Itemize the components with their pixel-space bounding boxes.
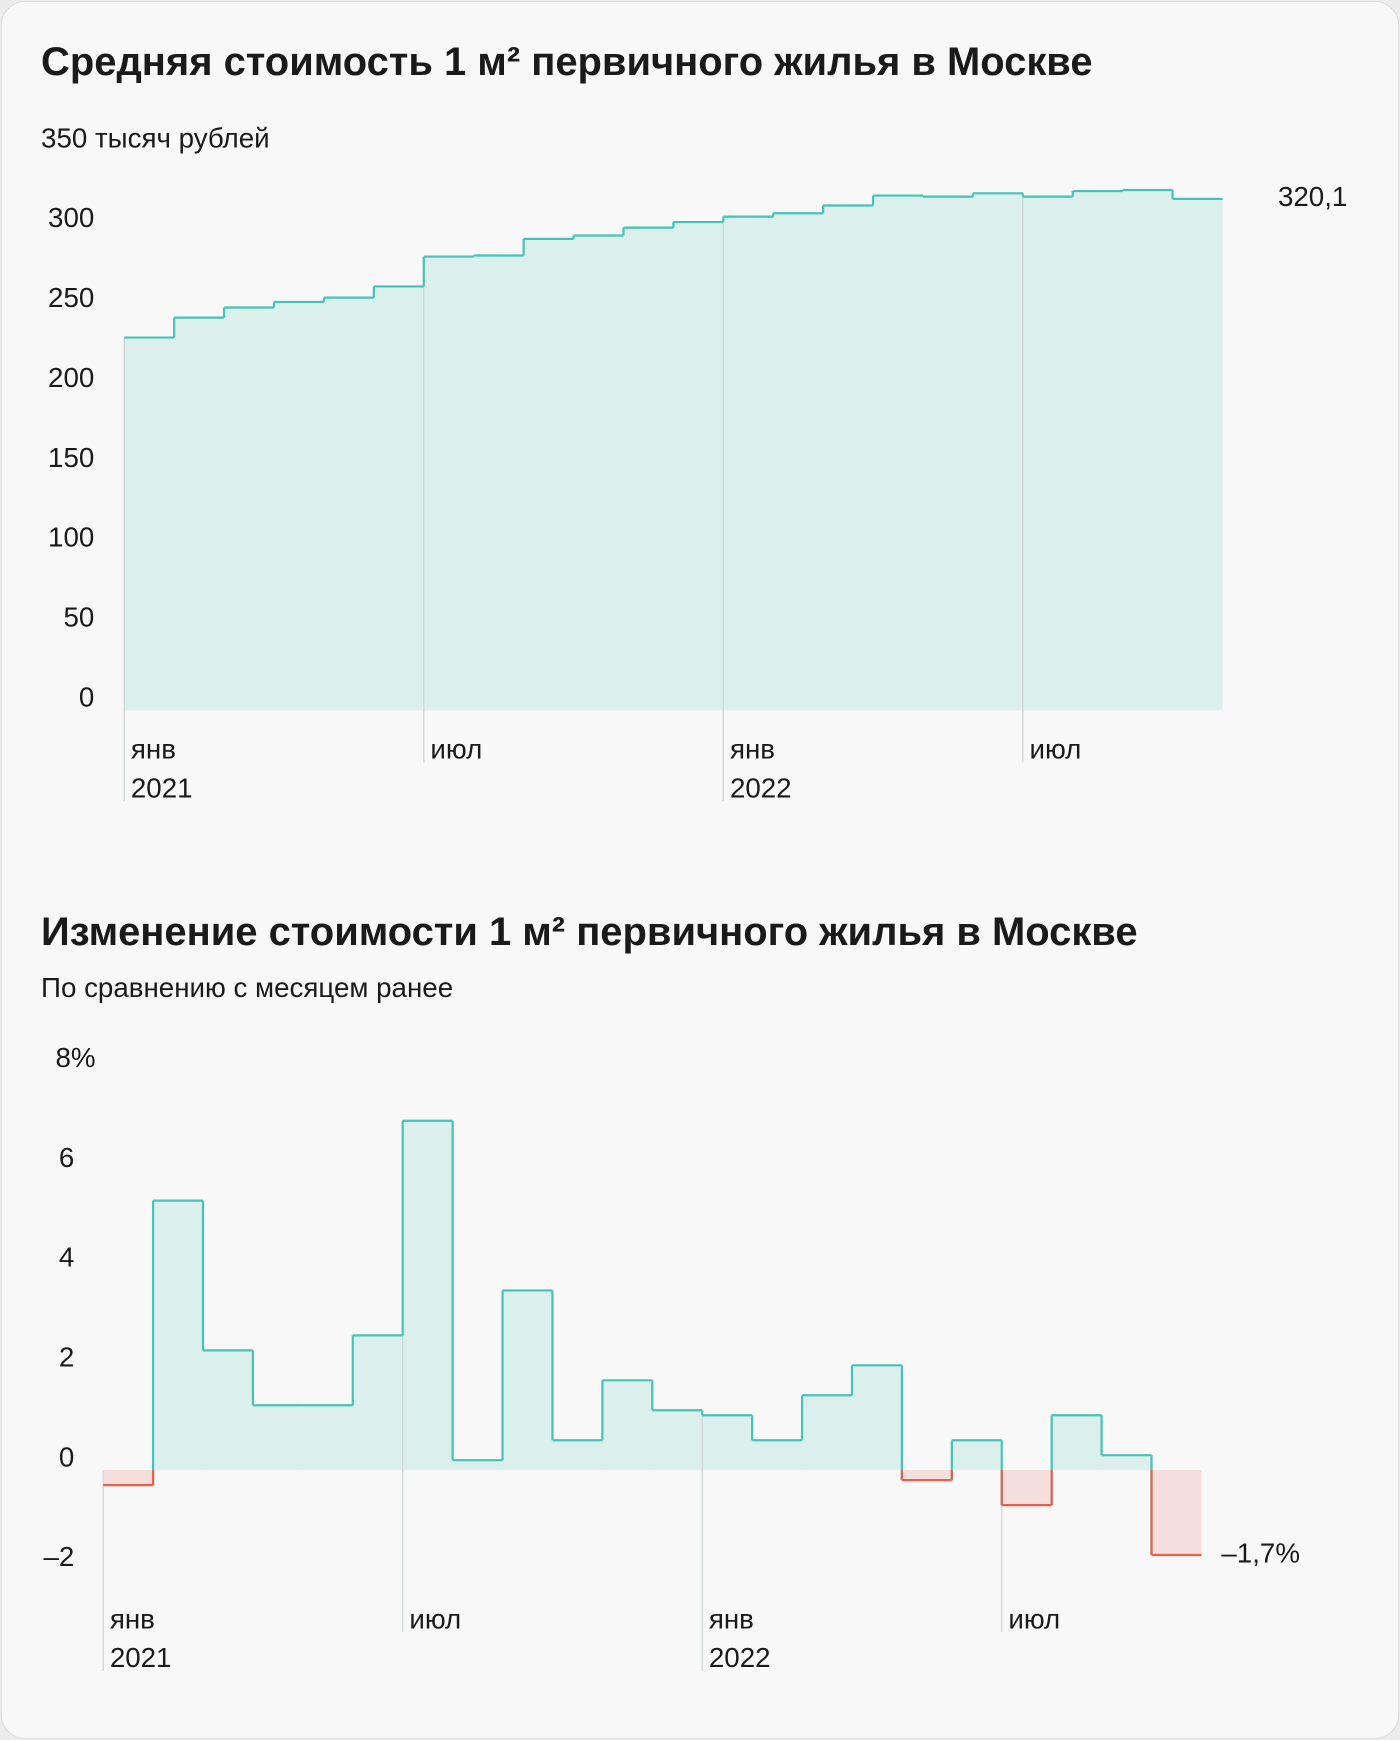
step-area xyxy=(1172,198,1223,711)
x-tick-label: 2021 xyxy=(110,1642,172,1673)
chart-title: Средняя стоимость 1 м² первичного жилья … xyxy=(41,40,1093,84)
step-area xyxy=(573,235,624,711)
step-area xyxy=(1001,1470,1052,1506)
step-area xyxy=(873,195,923,711)
step-area xyxy=(1101,1455,1152,1471)
step-area xyxy=(623,227,674,711)
step-area xyxy=(773,213,824,711)
x-tick-label: янв xyxy=(709,1603,754,1634)
step-area xyxy=(652,1410,703,1471)
x-tick-label: 2022 xyxy=(709,1642,771,1673)
step-area xyxy=(752,1440,803,1471)
step-area xyxy=(203,1350,253,1471)
x-tick-label: янв xyxy=(131,734,176,765)
step-area xyxy=(153,1200,204,1471)
y-tick-label: 200 xyxy=(48,362,94,393)
step-area xyxy=(802,1395,852,1471)
y-tick-label: 0 xyxy=(79,681,94,712)
step-area xyxy=(302,1405,353,1471)
step-area xyxy=(1122,189,1173,711)
step-area xyxy=(1151,1470,1202,1556)
end-label: 320,1 xyxy=(1278,181,1347,212)
step-area xyxy=(723,216,774,711)
step-area xyxy=(452,1460,503,1471)
x-tick-label: янв xyxy=(110,1603,155,1634)
step-area xyxy=(922,196,973,711)
step-area xyxy=(602,1380,653,1471)
x-tick-label: янв xyxy=(730,734,775,765)
x-tick-label: 2021 xyxy=(131,772,193,803)
step-area xyxy=(673,222,724,711)
step-area xyxy=(274,301,324,711)
step-area xyxy=(352,1335,403,1471)
x-tick-label: июл xyxy=(1029,734,1081,765)
step-area xyxy=(972,193,1023,711)
y-tick-label: 4 xyxy=(59,1242,74,1273)
step-area xyxy=(423,256,474,711)
y-tick-label: 2 xyxy=(59,1342,74,1373)
step-area xyxy=(323,297,374,711)
step-area xyxy=(473,255,524,711)
step-area xyxy=(823,205,874,711)
step-area xyxy=(252,1405,303,1471)
x-tick-label: 2022 xyxy=(730,772,792,803)
step-area xyxy=(851,1365,902,1471)
step-area xyxy=(1072,191,1123,711)
step-area xyxy=(174,317,225,711)
y-tick-label: 0 xyxy=(59,1441,74,1472)
x-tick-label: июл xyxy=(409,1603,461,1634)
step-area xyxy=(502,1290,553,1471)
y-tick-label: 6 xyxy=(59,1142,74,1173)
y-tick-label: 350 тысяч рублей xyxy=(41,122,270,153)
y-tick-label: 50 xyxy=(63,602,94,633)
chart-title: Изменение стоимости 1 м² первичного жиль… xyxy=(41,910,1138,954)
end-label: –1,7% xyxy=(1221,1537,1300,1568)
y-tick-label: 250 xyxy=(48,282,94,313)
step-area xyxy=(373,286,424,711)
step-area xyxy=(901,1470,952,1481)
step-area xyxy=(1051,1415,1102,1471)
step-area xyxy=(103,1470,154,1486)
step-area xyxy=(402,1120,453,1471)
x-tick-label: июл xyxy=(1008,1603,1060,1634)
y-tick-label: 100 xyxy=(48,522,94,553)
y-tick-label: 150 xyxy=(48,442,94,473)
y-tick-label: 8% xyxy=(55,1042,95,1073)
y-tick-label: –2 xyxy=(43,1541,74,1572)
step-area xyxy=(702,1415,753,1471)
chart-subtitle: По сравнению с месяцем ранее xyxy=(41,972,453,1003)
x-tick-label: июл xyxy=(430,734,482,765)
step-area xyxy=(224,307,275,711)
y-tick-label: 300 xyxy=(48,202,94,233)
step-area xyxy=(951,1440,1002,1471)
step-area xyxy=(124,337,175,711)
step-area xyxy=(523,238,574,711)
step-area xyxy=(552,1440,603,1471)
step-area xyxy=(1022,196,1073,711)
